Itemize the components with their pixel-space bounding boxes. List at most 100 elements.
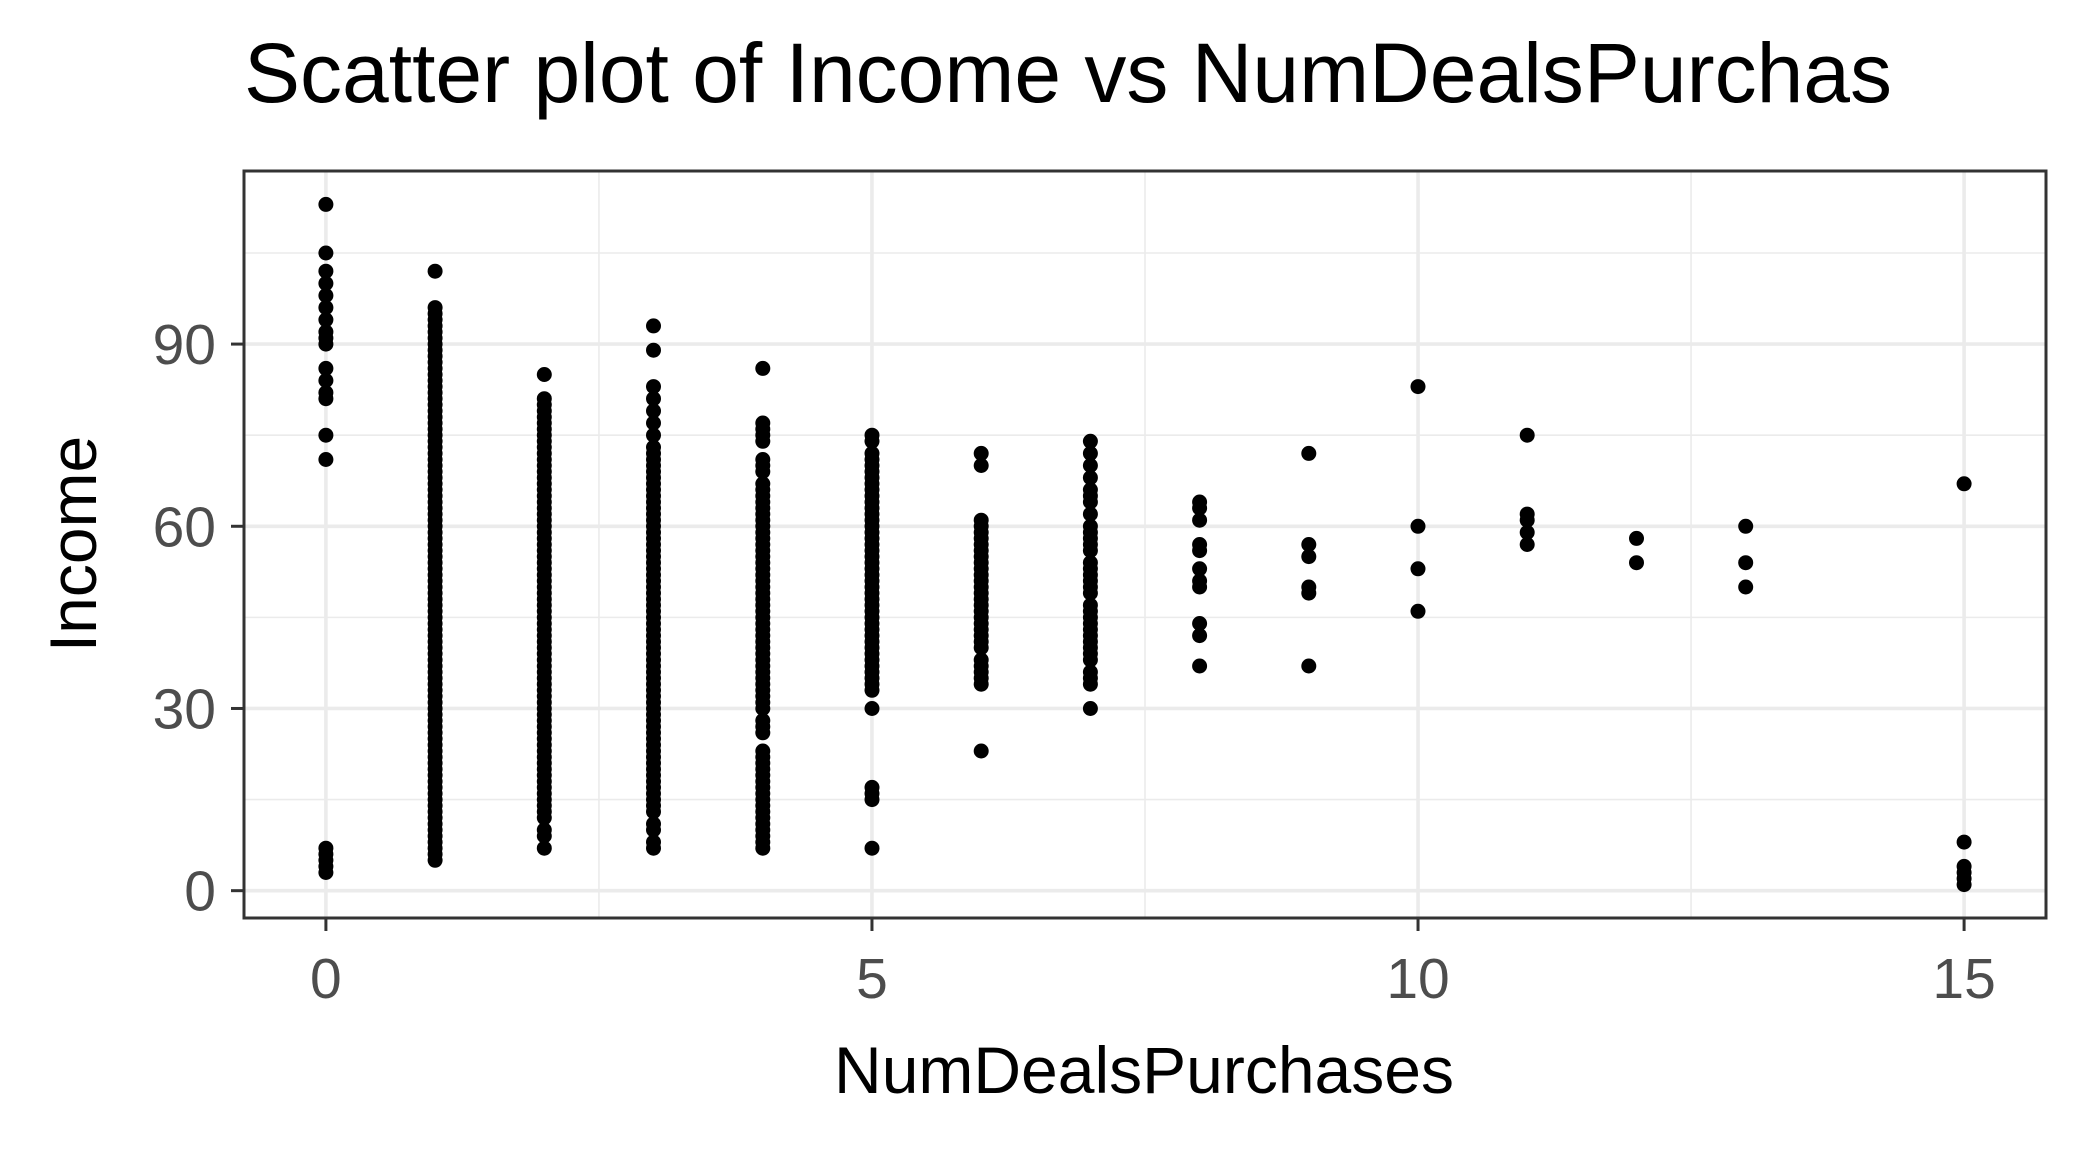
scatter-point: [1192, 658, 1208, 674]
scatter-point: [1192, 543, 1208, 559]
scatter-point: [1082, 445, 1098, 461]
scatter-point: [755, 360, 771, 376]
scatter-point: [646, 822, 661, 838]
x-tick-label: 15: [1932, 947, 1995, 1011]
scatter-point: [1082, 701, 1098, 716]
scatter-point: [864, 433, 880, 449]
scatter-point: [973, 676, 989, 692]
y-tick-label: 30: [153, 677, 216, 741]
x-tick-label: 0: [310, 947, 342, 1011]
scatter-point: [1192, 628, 1208, 644]
scatter-point: [755, 725, 771, 741]
scatter-point: [1738, 579, 1754, 595]
scatter-point: [1082, 433, 1098, 449]
scatter-point: [318, 391, 334, 407]
scatter-point: [1082, 676, 1098, 692]
scatter-point: [1301, 537, 1317, 552]
scatter-point: [864, 682, 880, 698]
scatter-point: [1192, 561, 1208, 577]
scatter-point: [973, 640, 989, 656]
scatter-point: [536, 828, 552, 844]
scatter-point: [1519, 524, 1535, 540]
scatter-point: [755, 701, 771, 716]
scatter-point: [318, 865, 334, 880]
scatter-point: [318, 288, 334, 303]
panel-border: [242, 169, 2048, 920]
scatter-point: [1082, 652, 1098, 668]
scatter-point: [864, 840, 880, 856]
scatter-point: [1410, 561, 1426, 577]
scatter-point: [318, 373, 334, 388]
scatter-point: [318, 427, 334, 443]
scatter-point: [1956, 476, 1972, 492]
scatter-point: [427, 852, 443, 868]
scatter-point: [318, 300, 334, 316]
scatter-point: [755, 433, 771, 449]
scatter-point: [864, 792, 880, 808]
scatter-point: [646, 318, 661, 334]
scatter-point: [646, 804, 661, 820]
scatter-point: [1519, 537, 1535, 552]
scatter-point: [1082, 506, 1098, 522]
scatter-point: [1410, 379, 1426, 395]
scatter-point: [1082, 494, 1098, 510]
scatter-point: [1301, 585, 1317, 601]
scatter-point: [1738, 555, 1754, 571]
y-tick-label: 90: [153, 313, 216, 377]
y-axis-ticks: 0 30 60 90: [153, 313, 244, 924]
y-tick-label: 60: [153, 495, 216, 559]
scatter-point: [646, 403, 661, 419]
scatter-point: [646, 840, 661, 856]
scatter-point: [536, 810, 552, 826]
scatter-point: [1192, 616, 1208, 631]
x-axis-title: NumDealsPurchases: [834, 1033, 1454, 1107]
scatter-point: [1519, 427, 1535, 443]
scatter-point: [646, 427, 661, 443]
scatter-point: [864, 701, 880, 716]
x-tick-label: 5: [856, 947, 888, 1011]
scatter-point: [1738, 518, 1754, 534]
scatter-point: [318, 263, 334, 279]
chart-title: Scatter plot of Income vs NumDealsPurcha…: [244, 26, 1892, 120]
scatter-point: [1192, 500, 1208, 516]
scatter-point: [1410, 603, 1426, 619]
scatter-point: [646, 379, 661, 395]
scatter-point: [1082, 470, 1098, 486]
scatter-point: [1629, 555, 1644, 571]
scatter-point: [536, 367, 552, 382]
scatter-point: [318, 196, 334, 212]
scatter-point: [1082, 458, 1098, 473]
scatter-point: [755, 840, 771, 856]
scatter-point: [1082, 585, 1098, 601]
scatter-point: [1629, 530, 1644, 546]
scatter-point: [427, 263, 443, 279]
scatter-point: [318, 336, 334, 352]
x-tick-label: 10: [1386, 947, 1449, 1011]
scatter-point: [318, 245, 334, 261]
scatter-point: [318, 312, 334, 328]
scatter-point: [318, 275, 334, 291]
scatter-point: [1192, 512, 1208, 528]
scatter-point: [1192, 579, 1208, 595]
scatter-point: [1519, 512, 1535, 528]
scatter-point: [973, 458, 989, 473]
scatter-point: [973, 445, 989, 461]
scatter-point: [1410, 518, 1426, 534]
scatter-point: [1082, 543, 1098, 559]
scatter-point: [646, 342, 661, 358]
y-axis-title: Income: [36, 436, 110, 652]
scatter-point: [1301, 445, 1317, 461]
scatter-point: [973, 743, 989, 759]
y-tick-label: 0: [184, 860, 216, 924]
scatter-point: [646, 415, 661, 431]
scatter-point: [536, 840, 552, 856]
scatter-point: [318, 452, 334, 467]
scatter-point: [1301, 658, 1317, 674]
scatter-point: [755, 464, 771, 480]
scatter-point: [1956, 877, 1972, 893]
scatter-point: [646, 391, 661, 407]
scatter-point: [318, 360, 334, 376]
x-axis-ticks: 0 5 10 15: [310, 918, 1996, 1011]
